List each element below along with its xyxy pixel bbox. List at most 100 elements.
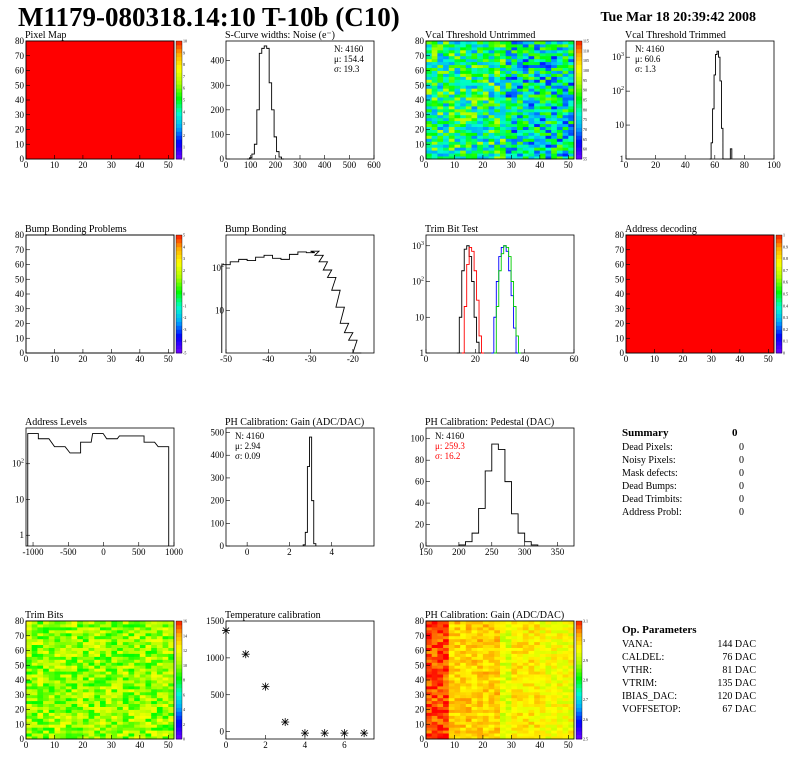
heatmap-cell [460,105,467,110]
palette-tick-label: 10 [183,663,187,668]
heatmap-cell [128,629,135,634]
heatmap-cell [151,624,158,628]
heatmap-cell [88,644,95,648]
heatmap-cell [505,100,512,104]
heatmap-cell [465,671,472,675]
heatmap-cell [568,144,575,148]
heatmap-cell [437,688,444,693]
heatmap-cell [465,629,472,634]
star-marker [242,650,250,658]
heatmap-cell [471,736,478,740]
heatmap-cell [488,724,495,728]
palette-band [576,644,582,649]
heatmap-cell [454,147,461,151]
y-tick-label: 300 [211,80,225,90]
heatmap-cell [454,730,461,734]
heatmap-cell [77,703,84,707]
heatmap-cell [545,727,552,731]
heatmap-cell [448,117,455,122]
heatmap-cell [505,94,512,98]
heatmap-cell [105,700,112,704]
heatmap-cell [517,64,524,68]
heatmap-cell [128,668,135,672]
palette-band [176,640,182,645]
palette-tick-label: 0 [183,292,185,297]
heatmap-cell [60,733,67,737]
heatmap-cell [465,88,472,92]
heatmap-cell [426,44,433,48]
heatmap-cell [522,709,529,713]
heatmap-cell [426,150,433,154]
heatmap-cell [426,644,433,648]
palette-band [176,715,182,720]
heatmap-cell [539,656,546,660]
heatmap-cell [134,721,141,725]
heatmap-cell [431,674,438,678]
heatmap-cell [539,73,546,77]
heatmap-cell [443,55,450,60]
heatmap-cell [443,709,450,713]
heatmap-cell [556,621,563,625]
heatmap-cell [139,736,146,740]
heatmap-cell [48,700,55,704]
heatmap-cell [465,108,472,113]
heatmap-cell [94,629,101,634]
heatmap-cell [465,147,472,151]
heatmap-cell [556,105,563,110]
x-tick-label: 6 [342,740,347,750]
heatmap-cell [156,632,163,637]
stats-line: μ: 259.3 [435,441,465,451]
heatmap-cell [465,79,472,83]
palette-band [576,64,582,69]
heatmap-cell [551,49,558,54]
heatmap-cell [528,683,535,687]
palette-band [576,96,582,101]
heatmap-cell [528,721,535,725]
heatmap-cell [94,733,101,737]
heatmap-cell [426,712,433,716]
heatmap-cell [31,674,38,678]
heatmap-cell [443,44,450,48]
heatmap-cell [100,694,107,699]
heatmap-cell [60,688,67,693]
heatmap-cell [517,147,524,151]
heatmap-cell [168,688,175,693]
heatmap-cell [134,659,141,663]
heatmap-cell [122,653,129,657]
heatmap-cell [168,662,175,666]
heatmap-cell [139,674,146,678]
heatmap-cell [465,727,472,731]
heatmap-cell [505,120,512,125]
heatmap-cell [168,621,175,625]
heatmap-cell [494,150,501,154]
heatmap-cell [505,632,512,637]
heatmap-cell [522,730,529,734]
heatmap-cell [500,46,507,51]
heatmap-cell [454,709,461,713]
heatmap-cell [139,624,146,628]
heatmap-cell [168,724,175,728]
palette-band [776,309,782,314]
heatmap-cell [431,626,438,631]
heatmap-cell [117,697,124,702]
heatmap-cell [568,105,575,110]
heatmap-cell [505,706,512,710]
heatmap-cell [522,662,529,666]
y-tick-exponent: 2 [421,277,424,283]
heatmap-cell [448,126,455,130]
heatmap-cell [551,141,558,145]
heatmap-cell [437,621,444,625]
heatmap-cell [54,727,61,731]
heatmap-cell [26,650,33,654]
heatmap-cell [568,700,575,704]
table-row-value: 120 DAC [717,691,756,702]
heatmap-cell [568,730,575,734]
heatmap-cell [437,79,444,83]
heatmap-cell [517,153,524,157]
heatmap-cell [431,653,438,657]
heatmap-cell [500,123,507,127]
heatmap-cell [162,718,169,722]
heatmap-cell [556,694,563,699]
heatmap-cell [37,674,44,678]
